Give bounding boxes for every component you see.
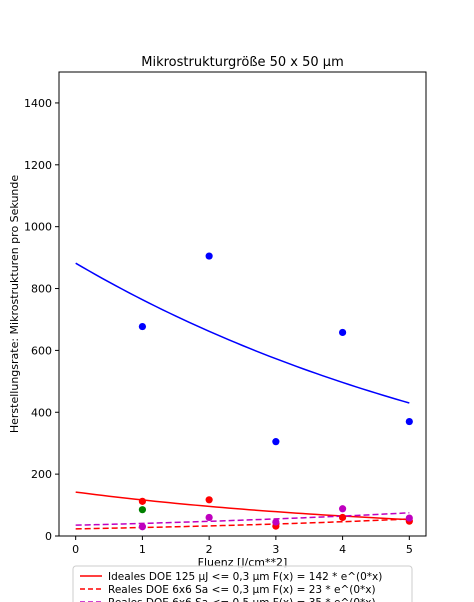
y-tick-label: 600 bbox=[31, 344, 52, 357]
legend-label: Reales DOE 6x6 Sa <= 0,5 µm F(x) = 35 * … bbox=[108, 597, 376, 602]
x-tick-label: 1 bbox=[139, 543, 146, 556]
data-point bbox=[405, 417, 413, 426]
y-axis-label: Herstellungsrate: Mikrostrukturen pro Se… bbox=[8, 175, 21, 434]
x-tick-label: 2 bbox=[206, 543, 213, 556]
y-tick-label: 400 bbox=[31, 406, 52, 419]
data-point bbox=[205, 252, 213, 260]
fit-line bbox=[75, 262, 410, 404]
fit-line bbox=[75, 491, 410, 521]
data-point bbox=[338, 328, 347, 337]
legend-label: Reales DOE 6x6 Sa <= 0,3 µm F(x) = 23 * … bbox=[108, 584, 376, 596]
y-tick-label: 1000 bbox=[24, 221, 52, 234]
y-axis-ticks: 0 200 400 600 800 1000 1200 1400 bbox=[24, 97, 59, 543]
x-tick-label: 4 bbox=[339, 543, 346, 556]
x-tick-label: 0 bbox=[72, 543, 79, 556]
data-point bbox=[138, 506, 147, 514]
data-point bbox=[272, 518, 280, 526]
data-point bbox=[338, 513, 347, 522]
data-point bbox=[205, 513, 213, 522]
axes-frame bbox=[58, 71, 427, 537]
y-tick-label: 1200 bbox=[24, 159, 52, 172]
fit-line bbox=[75, 518, 410, 530]
data-point bbox=[405, 514, 413, 522]
data-point bbox=[272, 438, 280, 446]
fit-line bbox=[75, 512, 410, 526]
legend: Ideales DOE 125 µJ <= 0,3 µm F(x) = 142 … bbox=[72, 565, 413, 602]
x-tick-label: 5 bbox=[406, 543, 413, 556]
chart-title: Mikrostrukturgröße 50 x 50 µm bbox=[141, 55, 344, 70]
y-tick-label: 1400 bbox=[24, 97, 52, 110]
legend-box bbox=[72, 565, 413, 602]
legend-label: Ideales DOE 125 µJ <= 0,3 µm F(x) = 142 … bbox=[108, 571, 382, 583]
y-tick-label: 200 bbox=[31, 468, 52, 481]
data-point bbox=[138, 322, 147, 331]
y-tick-label: 0 bbox=[45, 530, 52, 543]
data-point bbox=[138, 497, 147, 505]
data-point bbox=[205, 496, 213, 504]
legend-entries: Ideales DOE 125 µJ <= 0,3 µm F(x) = 142 … bbox=[80, 571, 382, 602]
data-points bbox=[138, 252, 413, 531]
plot-area bbox=[58, 71, 427, 537]
data-point bbox=[138, 523, 147, 531]
x-axis-ticks: 0 1 2 3 4 5 bbox=[72, 536, 413, 556]
x-tick-label: 3 bbox=[272, 543, 279, 556]
data-point bbox=[338, 505, 347, 513]
y-tick-label: 800 bbox=[31, 283, 52, 296]
fit-lines bbox=[75, 262, 410, 530]
